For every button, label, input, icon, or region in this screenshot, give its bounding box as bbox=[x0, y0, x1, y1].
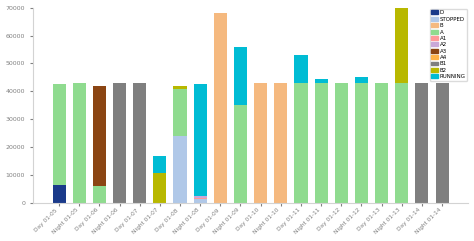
Bar bbox=[234, 47, 247, 105]
Bar bbox=[133, 83, 146, 203]
Bar bbox=[294, 83, 308, 203]
Bar bbox=[93, 187, 106, 203]
Bar bbox=[193, 199, 207, 203]
Bar bbox=[193, 196, 207, 198]
Bar bbox=[153, 173, 166, 203]
Bar bbox=[355, 77, 368, 83]
Bar bbox=[214, 13, 227, 203]
Bar bbox=[173, 89, 187, 136]
Bar bbox=[274, 83, 287, 203]
Bar bbox=[153, 156, 166, 173]
Bar bbox=[335, 83, 348, 203]
Bar bbox=[93, 86, 106, 187]
Bar bbox=[254, 83, 267, 203]
Bar bbox=[395, 83, 408, 203]
Bar bbox=[234, 105, 247, 203]
Bar bbox=[113, 83, 126, 203]
Bar bbox=[436, 83, 448, 203]
Bar bbox=[73, 83, 86, 203]
Bar bbox=[53, 84, 65, 185]
Bar bbox=[315, 83, 328, 203]
Bar bbox=[375, 83, 388, 203]
Bar bbox=[193, 84, 207, 196]
Bar bbox=[294, 55, 308, 83]
Bar bbox=[193, 198, 207, 199]
Bar bbox=[173, 86, 187, 89]
Bar bbox=[355, 83, 368, 203]
Legend: D, STOPPED, B, A, A1, A2, A3, A4, B1, B2, RUNNING: D, STOPPED, B, A, A1, A2, A3, A4, B1, B2… bbox=[429, 9, 467, 81]
Bar bbox=[173, 136, 187, 203]
Bar bbox=[395, 0, 408, 83]
Bar bbox=[415, 83, 428, 203]
Bar bbox=[53, 185, 65, 203]
Bar bbox=[315, 79, 328, 83]
